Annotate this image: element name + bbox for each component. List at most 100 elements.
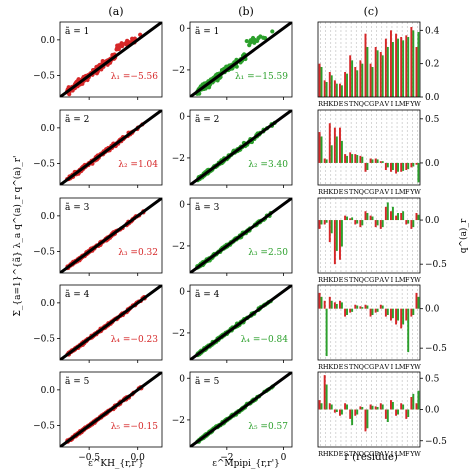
column-label-a: (a) xyxy=(108,5,123,18)
green-bar xyxy=(412,393,415,410)
category-label: A xyxy=(378,276,384,284)
diagonal-line xyxy=(60,198,162,273)
red-bar xyxy=(390,162,392,172)
category-label: Q xyxy=(359,450,364,458)
red-bar xyxy=(333,80,336,97)
y-tick-label: 0.0 xyxy=(425,159,440,169)
green-bar xyxy=(386,202,389,221)
green-bar xyxy=(381,220,384,228)
category-label: D xyxy=(333,450,338,458)
category-label: K xyxy=(328,188,333,196)
category-label: N xyxy=(353,276,359,284)
green-bar xyxy=(391,206,394,221)
category-label: H xyxy=(323,188,329,196)
green-bar xyxy=(391,162,394,170)
scatter-panel: −2 0 ã = 3 λ₃ =2.50 xyxy=(172,197,293,276)
red-bar xyxy=(405,35,408,97)
category-label: W xyxy=(414,363,421,371)
y-tick-label: −0.5 xyxy=(33,422,55,432)
y-tick-label: 0.0 xyxy=(41,36,56,46)
red-bar xyxy=(379,304,382,309)
y-tick-label: 0.0 xyxy=(425,406,440,416)
bar-panel: 0.0 0.2 0.4 R H K D E S T N Q C G P A V I L M F Y W xyxy=(317,21,440,108)
red-bar xyxy=(405,409,408,419)
green-bar xyxy=(381,161,384,163)
category-label: Q xyxy=(359,363,364,371)
category-label: C xyxy=(364,100,369,108)
red-bar xyxy=(354,304,357,309)
green-bar xyxy=(346,73,348,97)
a-label: ã = 2 xyxy=(195,114,219,125)
category-label: H xyxy=(323,450,329,458)
category-label: F xyxy=(405,276,410,284)
green-bar xyxy=(320,403,323,410)
red-bar xyxy=(318,132,321,163)
green-bar xyxy=(330,404,333,410)
red-bar xyxy=(364,162,367,172)
panel-frame xyxy=(59,284,163,361)
a-label: ã = 2 xyxy=(65,114,89,125)
category-label: Y xyxy=(409,450,415,458)
x-axis-label-mpipi: ε^Mpipi_{r,r'} xyxy=(212,459,280,469)
scatter-point xyxy=(270,29,275,34)
category-label: H xyxy=(323,276,329,284)
red-bar xyxy=(379,220,382,229)
red-bar xyxy=(323,80,326,97)
category-label: K xyxy=(328,276,333,284)
diagonal-line xyxy=(60,110,162,185)
category-label: I xyxy=(391,188,394,196)
category-label: M xyxy=(399,363,406,371)
category-label: R xyxy=(318,188,324,196)
red-bar xyxy=(339,127,341,163)
category-label: Y xyxy=(409,276,415,284)
green-bar xyxy=(417,32,420,97)
y-tick-label: 0.0 xyxy=(425,93,440,103)
category-label: D xyxy=(333,188,338,196)
bar-panel: −0.5 0.0 0.5 R H K D E S T N Q C G P A V I L M F Y W xyxy=(317,371,447,458)
red-bar xyxy=(333,220,336,265)
red-bar xyxy=(379,161,382,163)
red-bar xyxy=(374,158,377,163)
green-bar xyxy=(417,390,420,410)
red-bar xyxy=(395,215,398,221)
green-bar xyxy=(356,409,359,415)
category-label: V xyxy=(383,100,389,108)
green-bar xyxy=(320,220,323,225)
red-bar xyxy=(369,308,372,317)
category-label: S xyxy=(344,276,348,284)
red-bar xyxy=(354,154,357,163)
green-bar xyxy=(351,60,354,97)
red-bar xyxy=(349,409,352,419)
points xyxy=(190,198,292,273)
points xyxy=(60,285,162,360)
category-label: T xyxy=(349,100,354,108)
x-tick-label: 0 xyxy=(281,453,287,463)
y-tick-label: 0.5 xyxy=(425,115,440,125)
lambda-label: λ₅ =0.57 xyxy=(248,422,288,432)
scatter-point xyxy=(248,40,253,45)
red-bar xyxy=(344,215,347,221)
green-bar xyxy=(371,405,374,410)
category-label: S xyxy=(344,188,348,196)
category-label: K xyxy=(328,450,333,458)
red-bar xyxy=(333,127,336,163)
red-bar xyxy=(410,27,413,97)
diagonal-line xyxy=(60,22,162,97)
red-bar xyxy=(344,308,347,317)
category-label: D xyxy=(333,100,338,108)
category-label: T xyxy=(349,450,354,458)
green-bar xyxy=(361,307,364,309)
red-bar xyxy=(384,162,387,170)
category-label: I xyxy=(391,450,394,458)
a-label: ã = 3 xyxy=(195,202,220,213)
green-bar xyxy=(325,82,328,97)
scatter-panel: −2 0 ã = 4 λ₄ =−0.84 xyxy=(172,284,293,363)
bar-panel: −0.5 0.0 R H K D E S T N Q C G P A V I L M F Y W xyxy=(317,284,447,371)
points xyxy=(60,372,162,447)
red-bar xyxy=(354,67,357,97)
green-bar xyxy=(320,296,323,309)
green-bar xyxy=(346,216,348,221)
green-bar xyxy=(412,162,415,167)
red-bar xyxy=(333,409,336,413)
green-bar xyxy=(351,308,354,312)
